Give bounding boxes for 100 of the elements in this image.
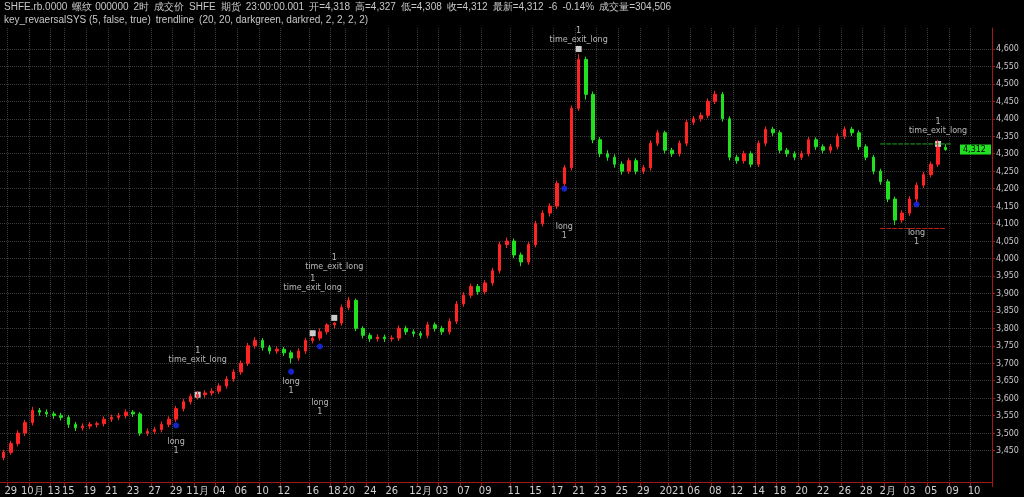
candlestick xyxy=(333,321,336,329)
x-tick-label: 23 xyxy=(126,484,140,496)
text: 1 time_exit_long xyxy=(168,346,227,365)
candlestick xyxy=(519,252,523,267)
text: 2时 xyxy=(133,1,150,13)
candlestick xyxy=(2,449,5,461)
candlestick xyxy=(793,150,796,161)
candlestick xyxy=(606,149,609,162)
candlestick xyxy=(253,336,257,350)
x-tick-label: 11月 xyxy=(186,484,210,496)
text: 收=4,312 xyxy=(446,1,488,13)
y-tick-label: 4,350 xyxy=(996,131,1019,141)
candlestick xyxy=(728,115,731,161)
candlestick xyxy=(124,408,128,419)
x-tick-label: 25 xyxy=(615,484,629,496)
x-tick-label: 10 xyxy=(967,484,981,496)
text: 期货 xyxy=(220,1,241,13)
y-tick-label: 4,000 xyxy=(996,253,1019,263)
candlestick xyxy=(297,347,300,362)
candlestick xyxy=(426,321,429,339)
y-tick-label: 3,600 xyxy=(996,393,1019,403)
y-tick-label: 3,950 xyxy=(996,271,1019,281)
x-tick-label: 27 xyxy=(148,484,161,496)
y-tick-label: 3,500 xyxy=(996,428,1019,438)
x-tick-label: 2021 xyxy=(659,484,685,496)
text: 开=4,318 xyxy=(309,1,351,13)
candlestick xyxy=(735,154,739,165)
text: 1 time_exit_long xyxy=(908,116,968,135)
text: -0.14% xyxy=(562,1,595,13)
candlestick xyxy=(900,209,904,224)
candlestick xyxy=(656,129,659,147)
x-tick-label: 15 xyxy=(529,484,542,496)
candlestick xyxy=(52,410,56,420)
point xyxy=(316,343,323,350)
text: trendline xyxy=(155,14,195,26)
candlestick xyxy=(225,375,228,390)
candlestick xyxy=(929,160,933,178)
candlestick xyxy=(678,139,681,158)
candlestick xyxy=(419,330,422,339)
candlestick xyxy=(713,90,717,105)
candlestick xyxy=(376,333,379,343)
candlestick xyxy=(649,139,652,171)
point xyxy=(288,368,295,375)
y-tick-label: 3,850 xyxy=(996,306,1019,316)
candlestick xyxy=(246,342,250,367)
x-tick-label: 04 xyxy=(212,484,226,496)
candlestick xyxy=(498,241,501,275)
candlestick xyxy=(527,241,530,266)
x-tick-label: 29 xyxy=(169,484,183,496)
x-tick-label: 14 xyxy=(752,484,765,496)
candlestick xyxy=(239,359,243,376)
text: -6 xyxy=(548,1,558,13)
candlestick xyxy=(440,325,444,336)
candlestick xyxy=(598,136,602,158)
candlestick xyxy=(785,147,789,158)
y-tick-label: 4,450 xyxy=(996,96,1019,106)
text: long 1 xyxy=(907,227,926,246)
candlestick xyxy=(412,328,415,338)
x-tick-label: 12月 xyxy=(409,484,432,496)
candlestick xyxy=(45,408,48,418)
series-label: 1 time_exit_long xyxy=(549,25,608,44)
candlestick xyxy=(864,143,868,161)
candlestick xyxy=(95,421,99,429)
candlestick xyxy=(821,143,825,154)
candlestick xyxy=(67,414,70,429)
y-tick-label: 3,550 xyxy=(996,411,1019,421)
x-tick-label: 07 xyxy=(457,484,471,496)
candlestick xyxy=(476,283,480,296)
y-tick-label: 4,550 xyxy=(996,61,1019,71)
text: (20, 20, darkgreen, darkred, 2, 2, 2, 2) xyxy=(199,14,369,26)
candlestick xyxy=(555,180,559,210)
candlestick xyxy=(455,300,458,325)
candlestick xyxy=(282,346,286,357)
annotation: 4,312 xyxy=(963,145,986,155)
candlestick xyxy=(232,368,235,383)
candlestick xyxy=(182,398,185,412)
point xyxy=(309,330,316,337)
candlestick xyxy=(534,220,537,248)
series-label: long 1 xyxy=(282,376,300,395)
candlestick xyxy=(699,112,703,123)
text: 高=4,327 xyxy=(355,1,396,13)
candlestick xyxy=(685,119,688,147)
candlestick xyxy=(721,91,724,123)
text: 1 time_exit_long xyxy=(283,273,342,292)
text: 螺纹 000000 xyxy=(72,1,129,13)
y-tick-label: 3,450 xyxy=(996,446,1019,456)
candlestick xyxy=(591,91,595,144)
x-tick-label: 03 xyxy=(435,484,449,496)
candlestick xyxy=(771,126,775,137)
candlestick xyxy=(275,346,279,355)
x-tick-label: 16 xyxy=(306,484,320,496)
candlestick xyxy=(541,209,544,227)
text: 1 time_exit_long xyxy=(305,252,364,271)
candlestick xyxy=(491,267,494,287)
candlestick xyxy=(268,344,271,355)
x-tick-label: 26 xyxy=(838,484,851,496)
candlestick xyxy=(670,147,674,158)
candlestick xyxy=(857,129,861,151)
point xyxy=(575,45,582,52)
text: 最新=4,312 xyxy=(492,1,544,13)
